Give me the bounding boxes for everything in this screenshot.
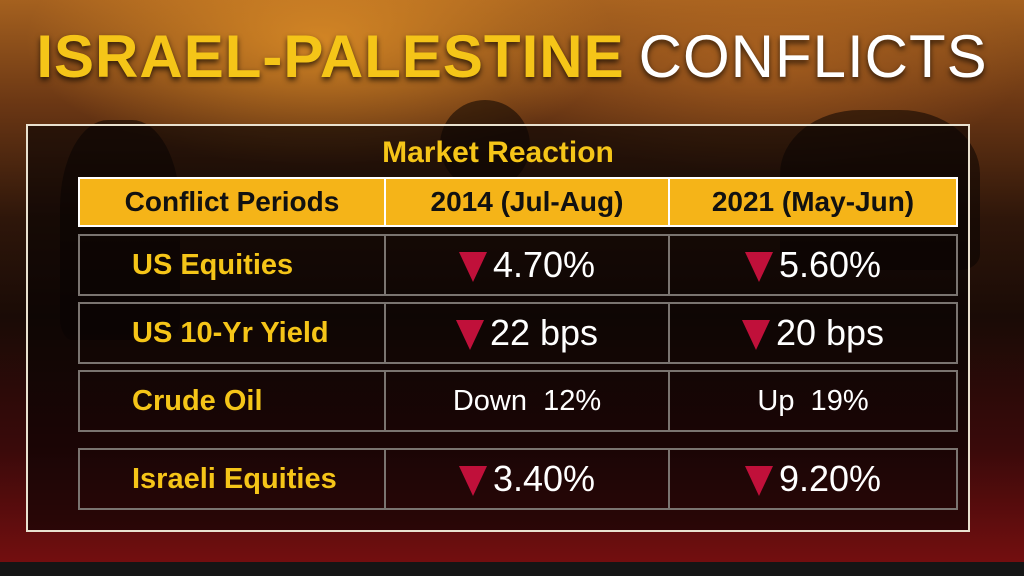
value-text: 3.40% [492, 458, 596, 499]
value-2021: 9.20% [668, 450, 956, 508]
title-part-2: CONFLICTS [638, 23, 988, 90]
column-header: 2021 (May-Jun) [668, 179, 956, 225]
down-triangle-icon [458, 252, 487, 282]
table-row: US 10-Yr Yield 22 bps 20 bps [78, 302, 958, 364]
value-text: 9.20% [778, 458, 882, 499]
table-row: US Equities 4.70% 5.60% [78, 234, 958, 296]
page-title: ISRAEL-PALESTINE CONFLICTS [0, 22, 1024, 91]
value-text: Up 19% [757, 384, 869, 417]
column-header: Conflict Periods [124, 186, 340, 217]
value-2021: 5.60% [668, 236, 956, 294]
value-2014: Down 12% [384, 372, 668, 430]
value-text: 4.70% [492, 244, 596, 285]
column-header: 2014 (Jul-Aug) [384, 179, 668, 225]
row-label: US Equities [132, 248, 294, 281]
value-text: 20 bps [775, 312, 885, 353]
down-triangle-icon [455, 320, 484, 350]
down-triangle-icon [744, 252, 773, 282]
down-triangle-icon [741, 320, 770, 350]
value-text: 5.60% [778, 244, 882, 285]
value-2021: Up 19% [668, 372, 956, 430]
value-text: 22 bps [489, 312, 599, 353]
value-2014: 3.40% [384, 450, 668, 508]
value-text: Down 12% [452, 384, 602, 417]
row-label: Crude Oil [132, 384, 263, 417]
down-triangle-icon [458, 466, 487, 496]
value-2021: 20 bps [668, 304, 956, 362]
row-label: Israeli Equities [132, 462, 337, 495]
market-reaction-panel: Market Reaction Conflict Periods 2014 (J… [26, 124, 970, 532]
value-2014: 4.70% [384, 236, 668, 294]
table-header-row: Conflict Periods 2014 (Jul-Aug) 2021 (Ma… [78, 177, 958, 227]
table-row: Crude Oil Down 12% Up 19% [78, 370, 958, 432]
bottom-bar [0, 562, 1024, 576]
table-row: Israeli Equities 3.40% 9.20% [78, 448, 958, 510]
down-triangle-icon [744, 466, 773, 496]
value-2014: 22 bps [384, 304, 668, 362]
row-label: US 10-Yr Yield [132, 316, 329, 349]
panel-heading: Market Reaction [382, 136, 614, 169]
title-part-1: ISRAEL-PALESTINE [36, 23, 625, 90]
